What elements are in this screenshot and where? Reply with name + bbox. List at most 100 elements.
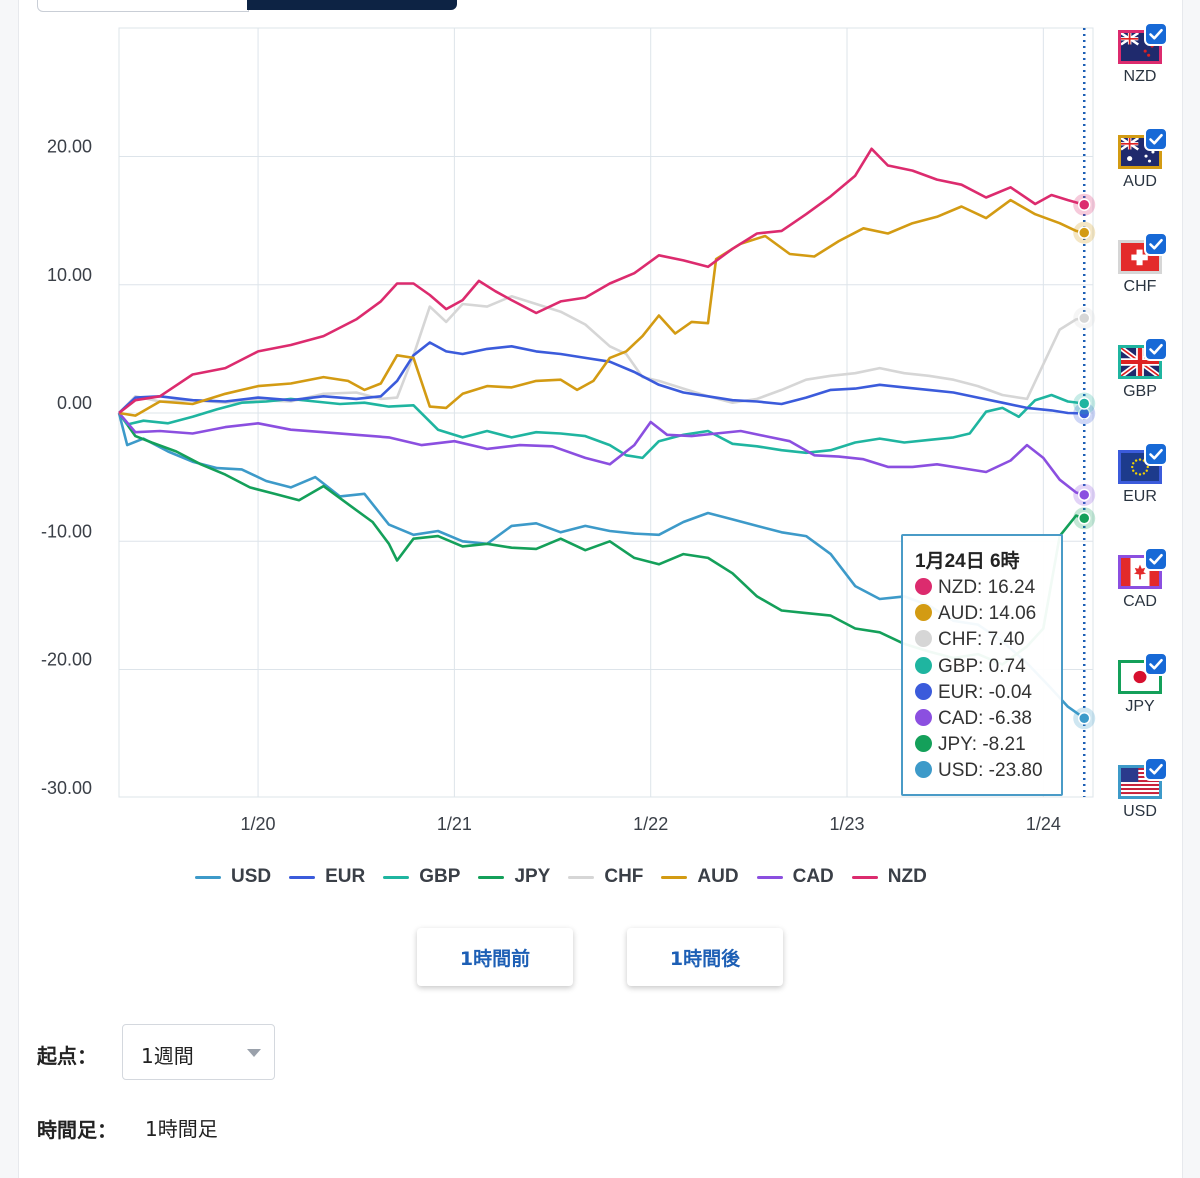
- legend-label: CHF: [604, 866, 644, 887]
- legend-item-cad[interactable]: CAD: [756, 866, 834, 888]
- prev-hour-button[interactable]: 1時間前: [417, 928, 573, 986]
- currency-code-label: JPY: [1125, 698, 1155, 715]
- legend-swatch: [478, 875, 505, 879]
- chart-legend: USD EUR GBP JPY CHF AUD CAD NZD: [195, 866, 945, 888]
- currency-code-label: GBP: [1123, 383, 1157, 400]
- tooltip-row-aud: AUD: 14.06: [915, 601, 1061, 627]
- currency-toggle-gbp[interactable]: GBP: [1110, 337, 1170, 401]
- legend-item-nzd[interactable]: NZD: [851, 866, 927, 888]
- legend-label: EUR: [325, 866, 366, 887]
- series-line-aud: [118, 198, 1085, 417]
- x-tick-label: 1/21: [437, 814, 472, 834]
- legend-label: CAD: [792, 866, 834, 887]
- next-hour-button[interactable]: 1時間後: [627, 928, 783, 986]
- endpoint-cad: [1077, 488, 1091, 502]
- y-tick-label: -20.00: [41, 650, 92, 670]
- tooltip-row-usd: USD: -23.80: [915, 758, 1061, 784]
- series-line-cad: [118, 412, 1085, 497]
- checkbox-checked-icon[interactable]: [1144, 127, 1168, 151]
- checkbox-checked-icon[interactable]: [1144, 22, 1168, 46]
- tooltip-title: 1月24日 6時: [915, 551, 1020, 572]
- legend-item-aud[interactable]: AUD: [661, 866, 739, 888]
- checkbox-checked-icon[interactable]: [1144, 652, 1168, 676]
- legend-label: USD: [231, 866, 272, 887]
- currency-toggle-nzd[interactable]: NZD: [1110, 22, 1170, 86]
- currency-toggle-chf[interactable]: CHF: [1110, 232, 1170, 296]
- y-tick-label: -10.00: [41, 521, 92, 541]
- y-tick-label: 10.00: [47, 265, 92, 285]
- tab-right-active[interactable]: [247, 0, 457, 10]
- currency-toggle-usd[interactable]: USD: [1110, 757, 1170, 821]
- series-dot-icon: [915, 604, 932, 622]
- tooltip-value: EUR: -0.04: [938, 681, 1032, 703]
- checkbox-checked-icon[interactable]: [1144, 232, 1168, 256]
- currency-toggle-cad[interactable]: CAD: [1110, 547, 1170, 611]
- tooltip-row-cad: CAD: -6.38: [915, 706, 1061, 732]
- legend-item-gbp[interactable]: GBP: [383, 866, 460, 888]
- currency-code-label: USD: [1123, 803, 1157, 820]
- tooltip-value: CHF: 7.40: [938, 629, 1025, 651]
- tooltip-rows: NZD: 16.24 AUD: 14.06 CHF: 7.40 GBP: 0.74 EU…: [915, 575, 1061, 785]
- x-tick-label: 1/23: [829, 814, 864, 834]
- tooltip-value: AUD: 14.06: [938, 603, 1037, 625]
- checkbox-checked-icon[interactable]: [1144, 757, 1168, 781]
- nz-flag-icon: [1118, 30, 1162, 64]
- tooltip-row-eur: EUR: -0.04: [915, 680, 1061, 706]
- currency-code-label: AUD: [1123, 173, 1157, 190]
- currency-code-label: NZD: [1123, 68, 1157, 85]
- checkbox-checked-icon[interactable]: [1144, 442, 1168, 466]
- checkbox-checked-icon[interactable]: [1144, 337, 1168, 361]
- tooltip-value: CAD: -6.38: [938, 707, 1032, 729]
- series-line-chf: [118, 295, 1085, 414]
- series-endpoints: [1073, 193, 1096, 730]
- legend-item-jpy[interactable]: JPY: [478, 866, 550, 888]
- tooltip-value: NZD: 16.24: [938, 577, 1036, 598]
- legend-item-usd[interactable]: USD: [195, 866, 271, 888]
- currency-code-label: EUR: [1123, 488, 1157, 505]
- x-tick-label: 1/20: [241, 814, 276, 834]
- endpoint-jpy: [1077, 512, 1091, 525]
- legend-swatch: [661, 875, 688, 879]
- y-tick-label: -30.00: [41, 778, 92, 798]
- tooltip-row-nzd: NZD: 16.24: [915, 575, 1061, 601]
- chevron-down-icon: [247, 1049, 261, 1057]
- jp-flag-icon: [1118, 660, 1162, 694]
- x-tick-label: 1/24: [1026, 814, 1061, 834]
- series-dot-icon: [915, 761, 932, 779]
- series-dot-icon: [915, 708, 932, 726]
- start-point-select[interactable]: 1週間: [122, 1024, 275, 1080]
- series-line-gbp: [117, 393, 1085, 460]
- start-point-value: 1週間: [141, 1044, 194, 1068]
- currency-toggle-eur[interactable]: EUR: [1110, 442, 1170, 506]
- tooltip-row-chf: CHF: 7.40: [915, 627, 1061, 653]
- currency-code-label: CAD: [1123, 593, 1157, 610]
- legend-swatch: [568, 875, 595, 879]
- us-flag-icon: [1118, 765, 1162, 799]
- legend-item-eur[interactable]: EUR: [289, 866, 365, 888]
- legend-swatch: [756, 875, 783, 879]
- y-axis-ticks: 20.00 10.00 0.00 -10.00 -20.00 -30.00: [41, 137, 92, 798]
- legend-swatch: [851, 875, 878, 879]
- series-dot-icon: [915, 630, 932, 648]
- series-dot-icon: [915, 682, 932, 700]
- endpoint-aud: [1077, 226, 1091, 239]
- x-axis-ticks: 1/20 1/21 1/22 1/23 1/24: [241, 814, 1061, 834]
- tooltip-value: JPY: -8.21: [938, 734, 1026, 756]
- tooltip-value: GBP: 0.74: [938, 655, 1026, 677]
- legend-label: GBP: [419, 866, 461, 887]
- currency-toggle-aud[interactable]: AUD: [1110, 127, 1170, 191]
- tooltip-row-gbp: GBP: 0.74: [915, 654, 1061, 680]
- series-dot-icon: [915, 735, 932, 753]
- legend-swatch: [383, 875, 410, 879]
- endpoint-gbp: [1077, 397, 1091, 410]
- currency-toggle-jpy[interactable]: JPY: [1110, 652, 1170, 716]
- timeframe-label: 時間足：: [37, 1118, 117, 1142]
- endpoint-nzd: [1077, 198, 1091, 211]
- series-dot-icon: [915, 578, 932, 595]
- currency-code-label: CHF: [1123, 278, 1157, 295]
- legend-item-chf[interactable]: CHF: [568, 866, 643, 888]
- legend-label: JPY: [514, 866, 551, 887]
- chart-tooltip: 1月24日 6時 NZD: 16.24 AUD: 14.06 CHF: 7.40 GB…: [901, 534, 1063, 796]
- checkbox-checked-icon[interactable]: [1144, 547, 1168, 571]
- tooltip-value: USD: -23.80: [938, 760, 1043, 782]
